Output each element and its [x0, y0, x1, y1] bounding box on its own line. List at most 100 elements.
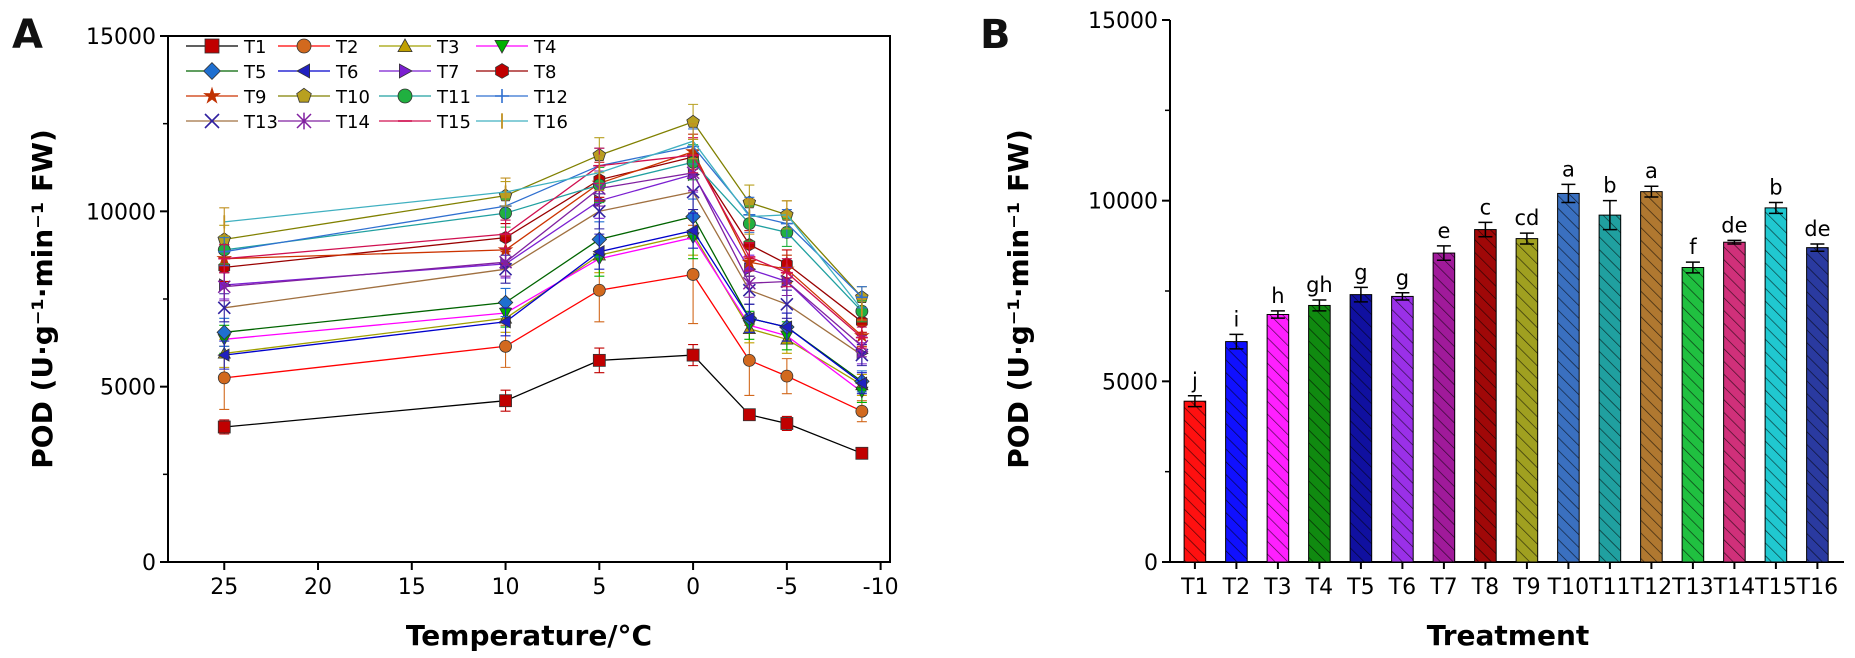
series-line: [224, 215, 863, 382]
data-point: [780, 320, 793, 334]
legend-item-t1: T1: [186, 37, 266, 58]
data-point: [686, 268, 700, 281]
legend-label: T12: [533, 87, 568, 108]
data-point: [592, 244, 605, 259]
legend-item-t4: T4: [476, 37, 556, 58]
a-x-tick-label: -10: [863, 575, 899, 600]
legend-item-t2: T2: [278, 37, 358, 58]
significance-letter: j: [1191, 369, 1198, 393]
legend-label: T15: [436, 112, 471, 133]
panel-a-series: [216, 103, 870, 460]
significance-letter: g: [1396, 266, 1409, 290]
panel-a-legend: T1 T2 T3 T4 T5 T6 T7 T8 T9 T10 T11 T12 T13 T14 T15 T16: [186, 37, 568, 133]
data-point: [217, 420, 231, 434]
data-point: [855, 376, 868, 390]
legend-item-t8: T8: [476, 62, 556, 83]
legend-marker: [204, 38, 220, 54]
data-point: [217, 348, 230, 362]
legend-label: T4: [533, 37, 556, 58]
panel-a-x-axis-title: Temperature/°C: [406, 619, 652, 652]
b-y-tick-label: 15000: [1088, 9, 1158, 34]
bar-hatch: [1308, 305, 1331, 562]
panel-b-bars: j T1 i T2 h T3 gh T4 g T5 g T6 e T7 c T8 cd T9 a T10 b T11 a T1…: [1180, 157, 1838, 600]
legend-marker: [296, 87, 312, 103]
data-point: [499, 394, 512, 408]
data-point: [686, 223, 699, 238]
bar-hatch: [1391, 296, 1414, 562]
series-line: [224, 121, 863, 298]
bar-group-t16: de T16: [1796, 217, 1838, 600]
a-x-tick-label: -5: [776, 575, 798, 600]
legend-marker: [397, 88, 413, 104]
data-point: [217, 279, 231, 294]
significance-letter: de: [1804, 217, 1830, 241]
legend-marker: [397, 38, 413, 52]
bar-hatch: [1723, 242, 1746, 562]
a-x-tick-label: 10: [492, 575, 520, 600]
legend-marker: [204, 113, 220, 129]
series-t8: [218, 138, 868, 333]
error-bar: [1478, 221, 1493, 238]
significance-letter: a: [1645, 159, 1658, 183]
b-x-tick-label: T6: [1388, 575, 1416, 600]
error-bar: [1312, 299, 1327, 312]
a-x-tick-label: 25: [210, 575, 238, 600]
legend-label: T9: [243, 87, 266, 108]
bar-group-t12: a T12: [1630, 159, 1672, 600]
bar-group-t7: e T7: [1429, 219, 1457, 600]
panel-b-x-axis-title: Treatment: [1427, 619, 1590, 652]
significance-letter: a: [1562, 157, 1575, 181]
series-t4: [217, 216, 869, 403]
error-bar: [1395, 292, 1410, 301]
significance-letter: i: [1233, 307, 1239, 331]
b-y-tick-label: 5000: [1102, 370, 1158, 395]
legend-marker: [398, 63, 413, 79]
error-bar: [1187, 395, 1202, 408]
bar-hatch: [1267, 314, 1289, 562]
legend-label: T11: [436, 87, 471, 108]
bar-group-t4: gh T4: [1305, 273, 1333, 600]
bar-hatch: [1225, 341, 1248, 562]
legend-item-t13: T13: [186, 112, 278, 133]
bar-hatch: [1765, 207, 1787, 563]
error-bar: [1561, 183, 1576, 204]
series-t15: [218, 137, 868, 349]
error-bar: [1727, 239, 1742, 245]
bar-hatch: [1350, 294, 1372, 562]
panel-label-a: A: [12, 12, 43, 58]
b-x-tick-label: T5: [1346, 575, 1374, 600]
error-bar: [1436, 245, 1451, 262]
error-bar: [1270, 310, 1285, 319]
b-x-tick-label: T10: [1547, 575, 1589, 600]
data-point: [216, 324, 233, 341]
data-point: [686, 185, 700, 199]
panel-b-y-axis-title: POD (U·g⁻¹·min⁻¹ FW): [1002, 129, 1035, 469]
legend-item-t7: T7: [379, 62, 459, 83]
bar-hatch: [1516, 238, 1538, 562]
legend-label: T8: [533, 62, 556, 83]
a-x-tick-label: 15: [398, 575, 426, 600]
b-x-tick-label: T14: [1713, 575, 1755, 600]
b-x-tick-label: T9: [1512, 575, 1540, 600]
data-point: [742, 353, 756, 367]
significance-letter: gh: [1306, 273, 1333, 297]
panel-label-b: B: [980, 12, 1011, 58]
b-x-tick-label: T13: [1671, 575, 1713, 600]
error-bar: [1602, 199, 1617, 231]
b-x-tick-label: T12: [1630, 575, 1672, 600]
a-y-tick-label: 15000: [86, 25, 156, 50]
bar-hatch: [1557, 193, 1580, 562]
series-t6: [217, 212, 868, 395]
data-point: [592, 283, 606, 297]
data-point: [855, 446, 869, 460]
series-t7: [219, 156, 869, 365]
series-t13: [217, 173, 869, 367]
bar-hatch: [1474, 229, 1497, 562]
bar-hatch: [1640, 191, 1663, 562]
legend-item-t12: T12: [476, 87, 568, 108]
data-point: [498, 315, 511, 329]
error-bar: [1768, 201, 1783, 215]
data-point: [742, 276, 756, 291]
legend-item-t11: T11: [379, 87, 471, 108]
